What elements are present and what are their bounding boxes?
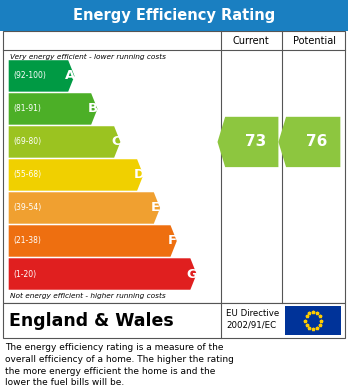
Polygon shape [218,117,278,167]
Text: Potential: Potential [293,36,337,46]
Polygon shape [9,93,97,125]
Text: (69-80): (69-80) [13,138,41,147]
Text: D: D [133,169,144,181]
Text: F: F [168,235,177,248]
Text: (81-91): (81-91) [13,104,41,113]
Polygon shape [9,60,74,91]
Text: B: B [88,102,98,115]
Text: (55-68): (55-68) [13,170,41,179]
Polygon shape [278,117,340,167]
Polygon shape [9,159,143,191]
Bar [285,306,341,335]
Text: (21-38): (21-38) [13,237,41,246]
Polygon shape [9,258,197,290]
Text: 76: 76 [306,135,327,149]
Text: (1-20): (1-20) [13,269,36,278]
Text: C: C [111,135,121,149]
Bar [3,303,345,338]
Text: Current: Current [233,36,270,46]
Text: G: G [187,267,198,280]
Bar [3,31,345,303]
Text: E: E [151,201,160,215]
Polygon shape [9,192,160,224]
Text: 2002/91/EC: 2002/91/EC [226,320,276,329]
Text: Not energy efficient - higher running costs: Not energy efficient - higher running co… [10,293,166,299]
Text: 73: 73 [245,135,266,149]
Text: England & Wales: England & Wales [9,312,173,330]
Bar [0,0,348,31]
Text: Very energy efficient - lower running costs: Very energy efficient - lower running co… [10,54,166,60]
Text: (92-100): (92-100) [13,72,46,81]
Polygon shape [9,225,177,257]
Text: Energy Efficiency Rating: Energy Efficiency Rating [73,7,275,23]
Text: The energy efficiency rating is a measure of the
overall efficiency of a home. T: The energy efficiency rating is a measur… [5,343,234,387]
Text: (39-54): (39-54) [13,203,41,212]
Polygon shape [9,126,120,158]
Text: EU Directive: EU Directive [226,309,279,318]
Text: A: A [65,70,75,83]
